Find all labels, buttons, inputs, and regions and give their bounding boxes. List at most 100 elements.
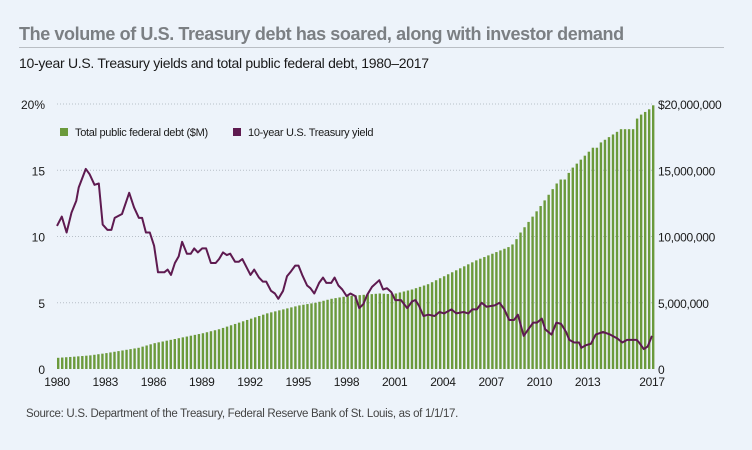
debt-bar [611,134,615,369]
debt-bar [137,347,140,369]
debt-bar [189,335,193,369]
legend: Total public federal debt ($M) 10-year U… [60,127,374,139]
right-axis-tick-label: 15,000,000 [658,164,716,178]
debt-bar [652,105,655,369]
debt-bar [57,357,60,369]
debt-bar [65,357,68,369]
debt-bar [334,298,337,369]
debt-bar [507,247,510,369]
debt-bar [177,338,181,369]
debt-bar [559,179,562,369]
debt-bar [153,343,156,369]
debt-bar [402,291,406,369]
debt-bar [378,293,382,369]
debt-bar [330,298,333,369]
debt-bar [583,155,587,369]
debt-bar [149,344,152,369]
debt-bar [225,326,229,369]
debt-bar [515,239,518,369]
debt-bar [623,129,627,369]
x-axis-tick-label: 2004 [430,375,456,389]
debt-bar [278,310,281,369]
debt-bar [382,293,386,369]
debt-bar [579,159,583,369]
debt-bar [358,295,361,369]
debt-bar [643,111,647,369]
debt-bar [603,139,607,369]
debt-bar [631,129,635,369]
debt-bar [551,189,554,369]
debt-bar [406,290,410,369]
debt-bar [398,292,402,369]
legend-swatch-yield [233,128,241,136]
x-axis-tick-label: 2010 [527,375,553,389]
x-axis-tick-label: 1989 [189,375,215,389]
debt-bar [69,356,72,369]
debt-bar [535,211,538,369]
debt-bar [390,293,394,369]
debt-bar [213,330,217,369]
debt-bar [615,131,619,369]
debt-bar [531,216,534,369]
debt-bar [89,355,92,369]
debt-bar [370,294,373,369]
debt-bar [527,221,530,369]
debt-bar [117,351,120,369]
x-axis-tick-label: 1995 [285,375,311,389]
x-axis-tick-label: 1980 [44,375,70,389]
debt-bar [77,356,80,369]
debt-bar [157,342,160,369]
left-axis-tick-label: 20% [21,98,45,112]
debt-bar [314,302,317,369]
debt-bar [249,318,253,369]
debt-bar [627,129,631,369]
debt-bar [499,250,502,369]
debt-bar [101,353,104,369]
debt-bar [229,325,233,369]
debt-bar [426,284,430,369]
debt-bar [455,270,458,369]
debt-bar [438,278,442,369]
debt-bar [471,262,474,369]
debt-bar [97,354,100,369]
debt-bar [567,172,570,369]
debt-bar [479,258,482,369]
debt-bar [519,232,522,369]
debt-bar [475,260,478,369]
debt-bar [463,266,466,369]
debt-bar [105,353,108,369]
debt-bar [129,349,132,369]
debt-bar [442,276,446,369]
debt-bar [290,307,293,369]
debt-bar [270,312,273,369]
left-axis-tick-label: 5 [38,297,45,311]
debt-bar [286,308,289,369]
debt-bar [450,272,454,369]
debt-bar [266,313,269,369]
x-axis-tick-label: 2007 [478,375,504,389]
debt-bar [346,296,349,369]
debt-bar [410,289,414,369]
debt-bar [491,253,494,369]
debt-bar [73,356,76,369]
debt-bar [394,293,398,369]
x-axis-tick-label: 1998 [334,375,360,389]
debt-bar [133,348,136,369]
debt-bar [555,183,558,369]
debt-bar [221,327,225,369]
debt-bar [571,167,574,369]
right-axis-tick-label: 5,000,000 [658,297,709,311]
debt-bar [523,227,526,369]
x-axis-tick-label: 1986 [141,375,167,389]
chart-subtitle: 10-year U.S. Treasury yields and total p… [19,55,429,71]
debt-bar [245,319,249,369]
debt-bar [81,356,84,369]
yield-line-group [56,167,653,351]
yield-line [56,167,653,351]
debt-bar [547,194,550,369]
debt-bar [487,255,490,369]
debt-bar [354,295,357,369]
left-axis-tick-label: 10 [32,231,46,245]
debt-bar [113,351,116,369]
